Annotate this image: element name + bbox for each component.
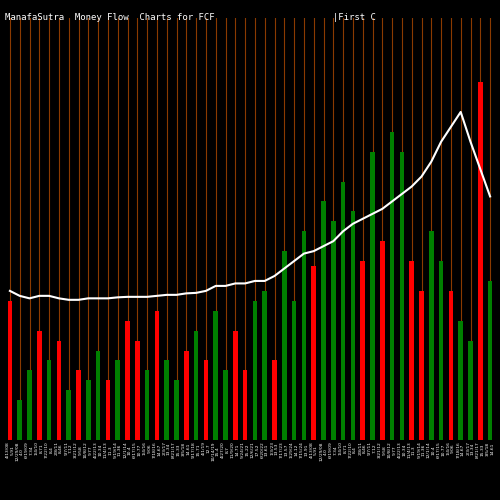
Bar: [76, 370, 80, 440]
Bar: [322, 202, 326, 440]
Bar: [145, 370, 150, 440]
Bar: [214, 311, 218, 440]
Bar: [47, 360, 52, 440]
Bar: [252, 301, 257, 440]
Bar: [448, 291, 453, 440]
Bar: [302, 231, 306, 440]
Bar: [420, 291, 424, 440]
Bar: [174, 380, 178, 440]
Bar: [331, 222, 336, 440]
Bar: [468, 340, 472, 440]
Bar: [204, 360, 208, 440]
Bar: [28, 370, 32, 440]
Bar: [224, 370, 228, 440]
Bar: [282, 251, 286, 440]
Bar: [233, 330, 237, 440]
Bar: [37, 330, 42, 440]
Bar: [154, 311, 159, 440]
Bar: [135, 340, 140, 440]
Bar: [184, 350, 188, 440]
Bar: [96, 350, 100, 440]
Text: ManafaSutra  Money Flow  Charts for FCF                      |First C           : ManafaSutra Money Flow Charts for FCF |F…: [5, 12, 500, 22]
Bar: [429, 231, 434, 440]
Bar: [18, 400, 22, 440]
Bar: [488, 281, 492, 440]
Bar: [380, 241, 384, 440]
Bar: [292, 301, 296, 440]
Bar: [400, 152, 404, 440]
Bar: [56, 340, 61, 440]
Bar: [66, 390, 71, 440]
Bar: [272, 360, 276, 440]
Bar: [458, 320, 463, 440]
Bar: [360, 261, 365, 440]
Bar: [341, 182, 345, 440]
Bar: [262, 291, 267, 440]
Bar: [390, 132, 394, 440]
Bar: [312, 266, 316, 440]
Bar: [478, 82, 482, 440]
Bar: [116, 360, 120, 440]
Bar: [86, 380, 90, 440]
Bar: [8, 301, 12, 440]
Bar: [439, 261, 444, 440]
Bar: [194, 330, 198, 440]
Bar: [370, 152, 374, 440]
Bar: [350, 212, 355, 440]
Bar: [243, 370, 248, 440]
Bar: [106, 380, 110, 440]
Bar: [126, 320, 130, 440]
Bar: [410, 261, 414, 440]
Bar: [164, 360, 169, 440]
